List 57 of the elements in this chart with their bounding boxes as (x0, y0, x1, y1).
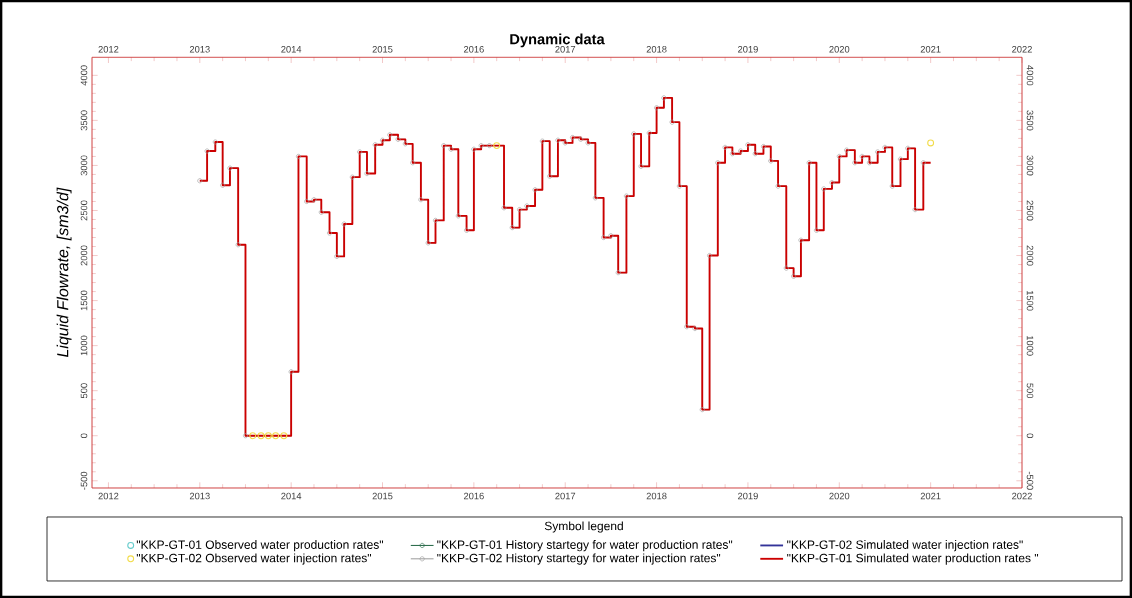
x2-tick-label: 2019 (738, 492, 758, 500)
y2-tick-label: 500 (1026, 383, 1034, 399)
y2-tick-label: 2500 (1026, 200, 1034, 221)
y-tick-label: 3500 (80, 110, 88, 131)
y-tick-label: 3000 (80, 155, 88, 176)
point (280, 432, 288, 440)
y2-tick-label: -500 (1026, 471, 1034, 490)
x-tick-label: 2013 (189, 46, 210, 53)
x-tick-label: 2019 (738, 46, 758, 53)
point (249, 432, 257, 440)
y-tick-label: 2500 (80, 200, 88, 221)
y-axis-title: Liquid Flowrate, [sm3/d] (56, 187, 72, 358)
y-tick-label: 1000 (80, 335, 88, 356)
legend-label: "KKP-GT-01 History startegy for water production rates" (437, 540, 733, 552)
point (927, 139, 935, 147)
x2-tick-label: 2013 (189, 492, 210, 500)
x-tick-label: 2015 (372, 46, 393, 53)
point (264, 432, 272, 440)
x2-tick-label: 2020 (829, 492, 850, 500)
y-tick-label: 0 (80, 433, 88, 438)
point (257, 432, 265, 440)
x2-tick-label: 2015 (372, 492, 393, 500)
y2-tick-label: 3000 (1026, 155, 1034, 176)
legend-label: "KKP-GT-02 Observed water injection rates" (136, 553, 372, 565)
x-tick-label: 2014 (281, 46, 302, 53)
x2-tick-label: 2022 (1012, 492, 1032, 500)
x-tick-label: 2017 (555, 46, 576, 53)
x-tick-label: 2016 (463, 46, 484, 53)
y-tick-label: 500 (80, 383, 88, 399)
y2-tick-label: 3500 (1026, 110, 1034, 131)
y2-tick-label: 1000 (1026, 335, 1034, 356)
x2-tick-label: 2014 (281, 492, 302, 500)
legend-label: "KKP-GT-02 History startegy for water injection rates" (437, 553, 721, 565)
x2-tick-label: 2016 (463, 492, 484, 500)
y2-tick-label: 1500 (1026, 290, 1034, 311)
y-tick-label: -500 (80, 471, 88, 490)
y2-tick-label: 2000 (1026, 245, 1034, 266)
x-tick-label: 2012 (98, 46, 119, 53)
x-tick-label: 2021 (920, 46, 941, 53)
point (493, 142, 501, 150)
y-tick-label: 2000 (80, 245, 88, 266)
legend-title: Symbol legend (544, 521, 623, 533)
point (272, 432, 280, 440)
legend-label: "KKP-GT-02 Simulated water injection rates" (787, 540, 1023, 552)
y-tick-label: 1500 (80, 290, 88, 311)
x2-tick-label: 2021 (920, 492, 941, 500)
x-tick-label: 2020 (829, 46, 850, 53)
y-tick-label: 4000 (80, 65, 88, 86)
x2-tick-label: 2018 (646, 492, 667, 500)
x2-tick-label: 2017 (555, 492, 576, 500)
legend-label: "KKP-GT-01 Simulated water production rates " (787, 553, 1039, 565)
x-tick-label: 2018 (646, 46, 667, 53)
legend-label: "KKP-GT-01 Observed water production rates" (136, 540, 384, 552)
y2-tick-label: 4000 (1026, 65, 1034, 86)
x2-tick-label: 2012 (98, 492, 119, 500)
y2-tick-label: 0 (1026, 433, 1034, 438)
x-tick-label: 2022 (1012, 46, 1032, 53)
